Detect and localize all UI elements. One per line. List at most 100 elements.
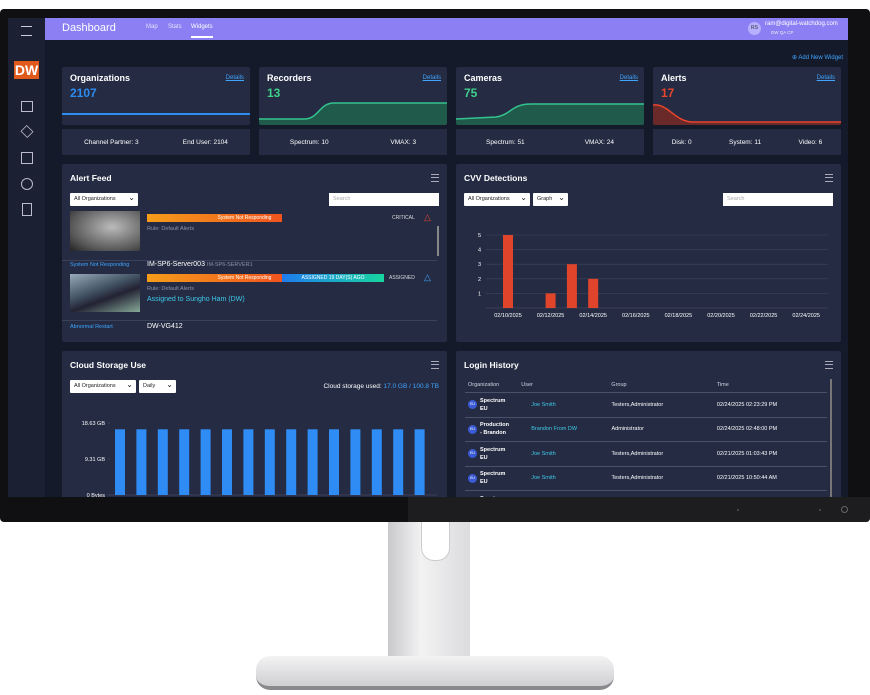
x-tick-label: 02/20/2025 (707, 313, 735, 319)
details-link[interactable]: Details (422, 75, 441, 81)
device-name: DW-VG412 (147, 323, 183, 330)
search[interactable]: Search (723, 193, 833, 206)
add-widget[interactable]: ⊕ Add New Widget (792, 55, 844, 61)
bar (414, 429, 425, 495)
bar (200, 429, 211, 495)
add-widget-label[interactable]: Add New Widget (798, 55, 844, 61)
device: IM-SP6-Server003 IM-SP6-SERVER1 (147, 261, 253, 268)
stat: Channel Partner: 3 (84, 138, 139, 146)
card-value: 2107 (70, 86, 97, 100)
card-title: Organizations (70, 73, 131, 83)
nav-link[interactable]: Map (146, 24, 158, 30)
nav-link[interactable]: Stats (168, 24, 182, 30)
y-tick-label: 5 (478, 233, 481, 239)
stat: Spectrum: 51 (486, 138, 525, 146)
stat: VMAX: 24 (584, 138, 614, 146)
bar (371, 429, 382, 495)
select[interactable]: Graph (533, 191, 568, 206)
nav-icon[interactable] (20, 124, 34, 139)
bar (179, 429, 190, 495)
user-avatar[interactable]: RS (748, 22, 761, 35)
panel-title: Cloud Storage Use (70, 360, 147, 370)
cloud-chart: 0 Bytes 9.31 GB 18.63 GB (82, 421, 437, 497)
org-name: Spectrum EU (480, 446, 506, 461)
nav-icon[interactable] (21, 178, 33, 190)
column-header: Group (611, 382, 627, 388)
badge: System Not Responding (147, 214, 282, 222)
select[interactable]: All Organizations (70, 191, 138, 206)
group: Testers,Administrator (611, 475, 664, 482)
panel-title: Alert Feed (70, 173, 112, 183)
nav-icon[interactable] (22, 203, 32, 216)
select[interactable]: All Organizations (464, 191, 530, 206)
user[interactable]: Joe Smith (531, 450, 556, 457)
time: 02/24/2025 02:48:00 PM (716, 426, 778, 433)
menu[interactable] (825, 361, 833, 369)
neck-hole (421, 518, 450, 561)
hamburger[interactable] (21, 26, 32, 36)
stat: Spectrum: 10 (289, 138, 329, 146)
storage-value: 17.0 GB / 100.8 TB (383, 383, 439, 390)
nav-link[interactable]: Widgets (191, 24, 213, 38)
bar (286, 429, 297, 495)
sidebar: DW (8, 18, 45, 497)
badge: ASSIGNED 19 DAY(S) AGO (282, 274, 384, 282)
status: ASSIGNED (389, 275, 415, 281)
sparkline (62, 113, 250, 115)
org-avatar: EU (468, 449, 477, 459)
thumbnail (70, 274, 140, 312)
bar (115, 429, 125, 495)
scrollbar[interactable] (830, 379, 832, 497)
menu[interactable] (431, 174, 439, 182)
assignee: Assigned to Sungho Ham (DW) (147, 296, 245, 303)
org-cell: EU Production - Brandon (465, 421, 518, 437)
cloud-panel: Cloud Storage Use All Organizations Dail… (62, 351, 447, 497)
badge: System Not Responding (147, 274, 282, 282)
org-name: Spectrum EU (480, 397, 506, 412)
x-tick-label: 02/10/2025 (494, 313, 522, 319)
nav-icon[interactable] (21, 152, 33, 164)
nav-icon[interactable] (21, 101, 33, 112)
user[interactable]: Joe Smith (531, 401, 556, 408)
y-tick-label: 9.31 GB (85, 457, 106, 463)
details-link[interactable]: Details (816, 75, 835, 81)
org-name: Spectrum EU (480, 495, 510, 497)
bar (136, 429, 147, 495)
y-tick-label: 18.63 GB (82, 421, 106, 427)
monitor-base (256, 656, 614, 690)
menu[interactable] (431, 361, 439, 369)
status: CRITICAL (392, 215, 415, 221)
column-header: Time (716, 382, 729, 388)
card-stats: Disk: 0 System: 11 Video: 6 (653, 129, 841, 155)
chin-buttons (737, 509, 821, 511)
scrollbar[interactable] (437, 226, 439, 256)
select[interactable]: Daily (139, 378, 176, 393)
badge-text: System Not Responding (217, 275, 272, 281)
user[interactable]: Joe Smith (531, 475, 556, 482)
menu[interactable] (825, 174, 833, 182)
user[interactable]: Brandon From DW (531, 426, 578, 433)
user-email[interactable]: ram@digital-watchdog.com (765, 21, 838, 27)
power-button (841, 506, 848, 513)
thumbnail (70, 211, 140, 251)
select[interactable]: All Organizations (70, 378, 136, 393)
status-icon: △ (424, 272, 431, 282)
sparkline (456, 103, 644, 125)
card-stats: Spectrum: 51 VMAX: 24 (456, 129, 644, 155)
details-link[interactable]: Details (225, 75, 244, 81)
server: IM-SP6-SERVER1 (206, 262, 253, 268)
card-stats: Channel Partner: 3 End User: 2104 (62, 129, 250, 155)
details-link[interactable]: Details (619, 75, 638, 81)
org-name: Spectrum EU (480, 471, 506, 486)
bar (566, 264, 577, 308)
status-icon: △ (424, 212, 431, 222)
badge-text: System Not Responding (217, 215, 272, 221)
card-stats: Spectrum: 10 VMAX: 3 (259, 129, 447, 155)
search[interactable]: Search (329, 193, 439, 206)
